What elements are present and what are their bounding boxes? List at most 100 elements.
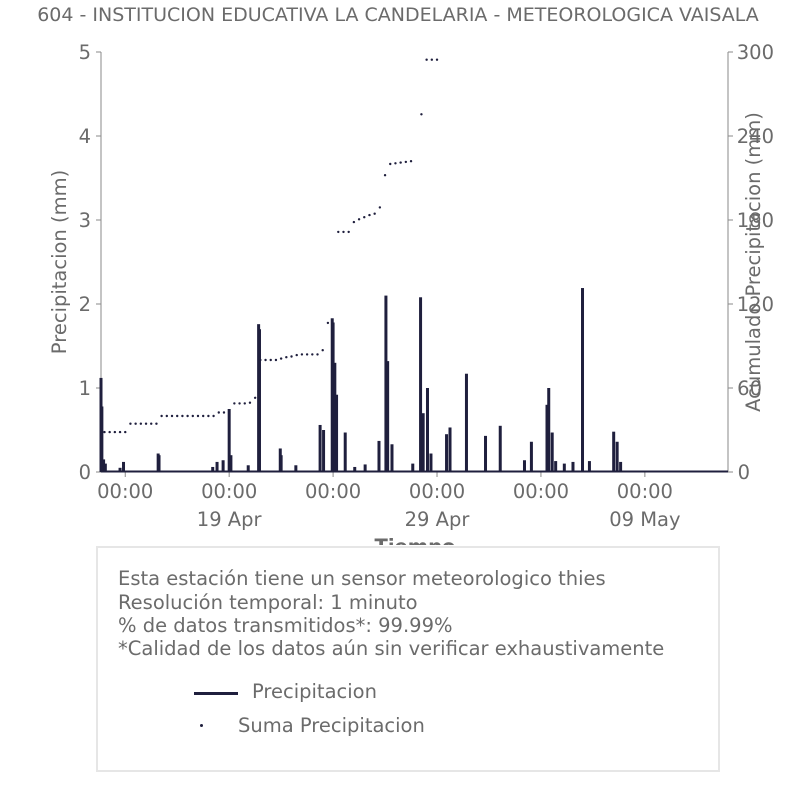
precipitation-bar <box>122 461 126 472</box>
precipitation-bar <box>529 441 533 472</box>
y2-tick-label: 120 <box>737 293 774 316</box>
cumulative-point <box>389 162 392 166</box>
precipitation-bar <box>211 466 215 472</box>
cumulative-point <box>373 212 376 215</box>
x-axis-label: Tiempo <box>375 535 456 545</box>
precipitation-bar <box>545 404 549 472</box>
precipitation-bar <box>257 329 261 472</box>
precipitation-bar <box>419 297 423 472</box>
cumulative-point <box>305 353 309 356</box>
y-tick-label: 3 <box>79 209 91 232</box>
precipitation-bar <box>318 424 322 472</box>
x-tick-label: 00:00 <box>305 480 361 503</box>
cumulative-point <box>290 355 293 358</box>
x-date-label: 29 Apr <box>405 508 471 531</box>
cumulative-point <box>103 430 106 434</box>
bottom-axis: 00:00 00:00 00:00 00:00 00:00 00:00 19 Apr 29 A… <box>97 471 728 531</box>
y2-tick-label: 180 <box>737 209 774 232</box>
cumulative-point <box>160 414 163 418</box>
y2-tick-label: 0 <box>738 461 750 484</box>
precipitation-bar <box>522 460 526 472</box>
x-tick-label: 00:00 <box>409 480 465 503</box>
cumulative-point <box>347 230 350 234</box>
cumulative-point <box>186 414 189 418</box>
precipitation-bar <box>484 435 488 472</box>
precipitation-bar <box>215 461 219 472</box>
precipitation-bar <box>619 461 623 472</box>
precipitation-bar <box>118 467 122 472</box>
precipitation-bar <box>464 373 468 472</box>
cumulative-point <box>238 402 241 405</box>
precipitation-bars <box>99 288 728 473</box>
precipitation-bar <box>343 432 347 472</box>
legend-precipitacion-label: Precipitacion <box>252 680 377 703</box>
precipitation-bar <box>384 295 388 472</box>
x-tick-label: 00:00 <box>617 480 673 503</box>
x-tick-label: 00:00 <box>201 480 257 503</box>
cumulative-point <box>352 220 356 224</box>
cumulative-point <box>394 162 397 165</box>
y2-tick-label: 300 <box>737 41 774 64</box>
cumulative-point <box>108 430 111 434</box>
precipitation-bar <box>587 461 591 472</box>
cumulative-point <box>295 353 298 357</box>
precipitation-bar <box>322 430 326 472</box>
cumulative-point <box>217 411 220 414</box>
precipitation-bar <box>229 455 233 472</box>
cumulative-point <box>357 218 361 221</box>
cumulative-point <box>399 161 402 164</box>
precipitation-bar <box>550 432 554 472</box>
cumulative-point <box>222 411 226 414</box>
y2-tick-label: 240 <box>737 125 774 148</box>
x-tick-label: 00:00 <box>513 480 569 503</box>
precipitation-bar <box>571 461 575 472</box>
cumulative-point <box>144 422 148 425</box>
precipitation-bar <box>445 434 449 472</box>
cumulative-point <box>321 349 324 352</box>
precipitation-bar <box>100 406 104 472</box>
x-tick-label: 00:00 <box>97 480 153 503</box>
precipitation-bar <box>581 288 585 472</box>
cumulative-point <box>342 230 345 234</box>
precipitation-bar <box>386 361 390 472</box>
cumulative-point <box>196 414 200 418</box>
cumulative-point <box>337 230 340 234</box>
cumulative-point <box>409 160 413 163</box>
cumulative-point <box>134 422 137 425</box>
y2-tick-label: 60 <box>737 377 762 400</box>
precipitation-bar <box>333 362 337 472</box>
cumulative-point <box>279 357 283 360</box>
cumulative-point <box>311 353 314 356</box>
info-quality-line: *Calidad de los datos aún sin verificar … <box>118 637 665 660</box>
cumulative-point <box>243 402 246 405</box>
precipitation-bar <box>612 431 616 472</box>
y2-axis-label: Acumulado Precipitacion (mm) <box>742 112 765 412</box>
info-sensor-line: Esta estación tiene un sensor meteorolog… <box>118 567 606 590</box>
x-date-label: 09 May <box>609 508 680 531</box>
cumulative-point <box>233 402 236 405</box>
precipitation-bar <box>425 388 429 472</box>
cumulative-point <box>404 160 408 164</box>
cumulative-point <box>201 414 205 418</box>
cumulative-point <box>316 353 319 356</box>
cumulative-point <box>176 414 179 418</box>
cumulative-point <box>124 430 127 434</box>
cumulative-point <box>274 358 278 362</box>
legend-dot-swatch <box>200 724 203 727</box>
precipitation-bar <box>227 409 231 472</box>
precipitation-bar <box>294 465 298 472</box>
precipitation-bar <box>157 455 161 472</box>
precipitation-bar <box>448 427 452 472</box>
precipitation-bar <box>411 463 415 472</box>
cumulative-point <box>420 113 423 116</box>
cumulative-point <box>435 58 439 61</box>
cumulative-point <box>150 422 153 425</box>
cumulative-point <box>191 414 194 418</box>
precipitation-bar <box>498 425 502 472</box>
cumulative-point <box>212 414 215 418</box>
chart-title: 604 - INSTITUCION EDUCATIVA LA CANDELARI… <box>37 4 759 26</box>
precipitation-bar <box>331 322 335 472</box>
precipitation-bar <box>279 455 283 472</box>
cumulative-point <box>326 321 330 325</box>
precipitation-bar <box>390 444 394 472</box>
